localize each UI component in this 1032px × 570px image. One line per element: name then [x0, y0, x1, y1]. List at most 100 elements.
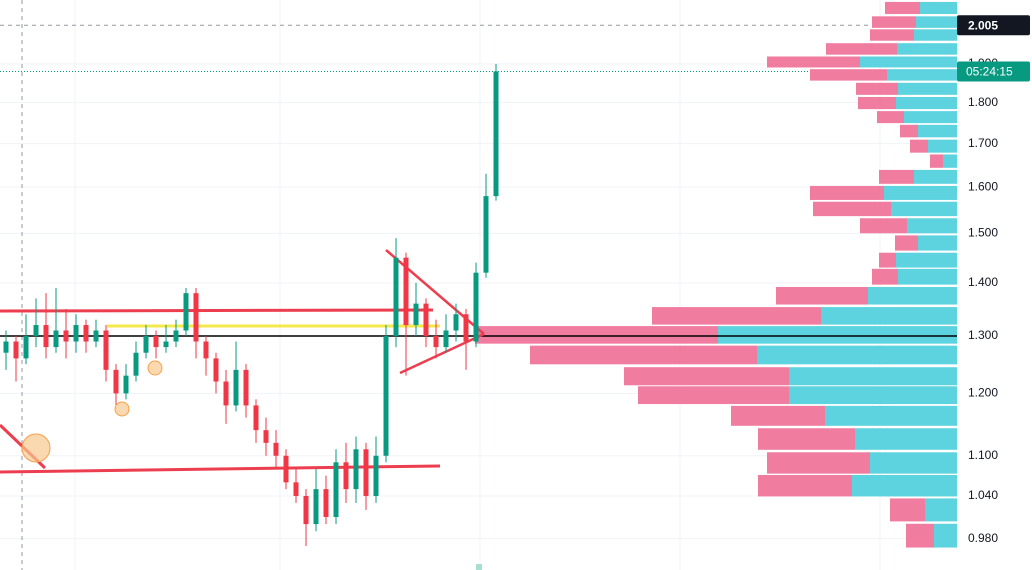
- profile-up-bar: [907, 218, 957, 234]
- candle-body: [63, 330, 69, 342]
- profile-down-bar: [910, 139, 928, 153]
- candle-body: [283, 455, 289, 483]
- profile-up-bar: [891, 201, 957, 217]
- profile-down-bar: [856, 82, 898, 95]
- candle-body: [333, 462, 339, 517]
- candle-body: [393, 257, 399, 336]
- profile-up-bar: [870, 452, 957, 474]
- candle-body: [53, 330, 59, 348]
- candle-body: [323, 489, 329, 517]
- trend-line: [0, 308, 434, 313]
- profile-down-bar: [810, 69, 887, 81]
- profile-down-bar: [895, 235, 918, 251]
- time-marker: [476, 564, 482, 570]
- candle-body: [443, 330, 449, 348]
- profile-down-bar: [810, 185, 884, 200]
- profile-down-bar: [530, 345, 757, 365]
- profile-down-bar: [858, 96, 896, 110]
- profile-up-bar: [925, 498, 957, 522]
- y-tick-label: 1.100: [968, 448, 998, 462]
- marker-circle: [114, 401, 130, 417]
- profile-up-bar: [928, 139, 957, 153]
- profile-up-bar: [860, 56, 957, 68]
- profile-down-bar: [652, 307, 821, 325]
- candles: [3, 63, 499, 546]
- y-tick-label: 1.200: [968, 386, 998, 400]
- profile-down-bar: [900, 124, 918, 138]
- y-tick-label: 1.800: [968, 95, 998, 109]
- candle-body: [303, 495, 309, 525]
- profile-up-bar: [898, 82, 957, 95]
- profile-down-bar: [638, 386, 789, 405]
- profile-down-bar: [860, 218, 907, 234]
- profile-down-bar: [624, 367, 789, 386]
- y-tick-label: 1.400: [968, 275, 998, 289]
- candle-body: [203, 341, 209, 359]
- candle-body: [343, 462, 349, 490]
- candle-body: [43, 325, 49, 348]
- candle-body: [93, 330, 99, 342]
- candle-body: [313, 489, 319, 525]
- profile-up-bar: [757, 345, 957, 365]
- y-tick-label: 1.040: [968, 488, 998, 502]
- profile-down-bar: [877, 111, 904, 124]
- profile-down-bar: [731, 405, 825, 426]
- marker-circle: [21, 433, 51, 463]
- candle-body: [143, 335, 149, 353]
- candle-body: [483, 196, 489, 273]
- candle-body: [493, 71, 499, 197]
- profile-up-bar: [943, 154, 957, 168]
- profile-down-bar: [872, 16, 916, 28]
- candle-body: [123, 375, 129, 394]
- profile-up-bar: [897, 43, 957, 55]
- candle-body: [463, 314, 469, 342]
- candle-body: [223, 381, 229, 406]
- profile-up-bar: [914, 169, 957, 184]
- profile-up-bar: [896, 96, 957, 110]
- profile-up-bar: [887, 69, 957, 81]
- marker-circle: [147, 360, 163, 376]
- profile-up-bar: [898, 268, 957, 285]
- candle-body: [163, 341, 169, 348]
- profile-down-bar: [890, 498, 925, 522]
- candle-body: [83, 325, 89, 342]
- profile-up-bar: [904, 111, 957, 124]
- candle-body: [213, 358, 219, 382]
- candle-body: [153, 335, 159, 348]
- candle-body: [243, 369, 249, 406]
- candle-body: [23, 335, 29, 359]
- candle-body: [3, 341, 9, 353]
- profile-up-bar: [868, 286, 957, 305]
- candle-body: [363, 449, 369, 496]
- candle-body: [253, 405, 259, 431]
- triangle-edge: [399, 332, 485, 375]
- profile-down-bar: [930, 154, 943, 168]
- candle-body: [293, 482, 299, 496]
- countdown-box: [957, 61, 1030, 82]
- candle-body: [413, 303, 419, 326]
- candle-body: [453, 314, 459, 331]
- profile-down-bar: [758, 474, 852, 497]
- profile-down-bar: [906, 523, 934, 548]
- profile-down-bar: [758, 428, 855, 450]
- crosshair-label-box: [957, 15, 1030, 36]
- candle-body: [373, 455, 379, 496]
- profile-down-bar: [767, 56, 860, 68]
- profile-down-bar: [475, 326, 718, 344]
- candle-body: [233, 369, 239, 406]
- candle-body: [263, 430, 269, 443]
- candle-body: [473, 272, 479, 342]
- candle-body: [433, 335, 439, 348]
- profile-up-bar: [855, 428, 957, 450]
- triangle-edge: [385, 249, 485, 335]
- profile-up-bar: [934, 523, 957, 548]
- candle-body: [173, 330, 179, 342]
- profile-up-bar: [789, 386, 957, 405]
- candle-body: [113, 369, 119, 394]
- profile-down-bar: [872, 268, 898, 285]
- profile-up-bar: [918, 124, 957, 138]
- profile-up-bar: [825, 405, 957, 426]
- candle-body: [13, 341, 19, 359]
- profile-down-bar: [879, 252, 896, 268]
- profile-up-bar: [918, 235, 957, 251]
